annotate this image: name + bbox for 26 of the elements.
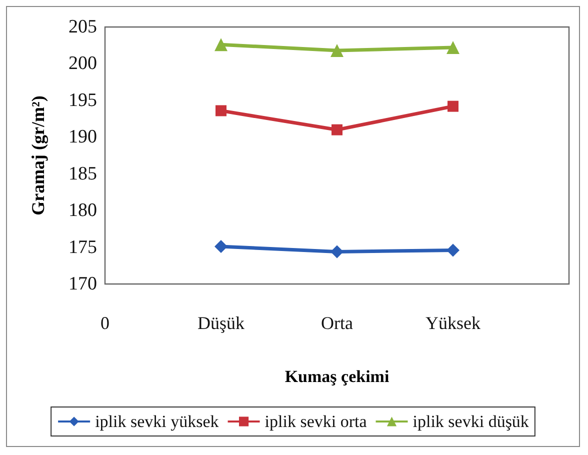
legend-label: iplik sevki düşük xyxy=(412,412,530,431)
y-axis-title: Gramaj (gr/m²) xyxy=(28,96,48,216)
point xyxy=(330,44,344,57)
y-tick-label: 170 xyxy=(68,274,97,294)
x-tick-label: Düşük xyxy=(197,313,245,333)
y-tick-label: 205 xyxy=(68,16,97,38)
point xyxy=(214,240,228,254)
legend-label: iplik sevki yüksek xyxy=(95,412,220,431)
y-tick-label: 185 xyxy=(68,163,97,184)
y-tick-label: 190 xyxy=(68,126,97,148)
point xyxy=(216,105,226,116)
y-tick-label: 175 xyxy=(68,236,97,258)
point xyxy=(446,244,460,257)
point xyxy=(214,38,228,52)
x-tick-label: Yüksek xyxy=(426,313,480,333)
point xyxy=(332,124,342,136)
y-tick-label: 180 xyxy=(68,200,97,222)
point xyxy=(330,245,344,258)
x-tick-label: Orta xyxy=(321,313,353,333)
y-tick-label: 200 xyxy=(68,53,97,74)
legend-label: iplik sevki orta xyxy=(264,412,368,431)
point xyxy=(448,100,458,112)
x-axis-title: Kumaş çekimi xyxy=(284,367,390,386)
y-tick-label: 195 xyxy=(68,90,97,111)
x-tick-label: 0 xyxy=(100,313,110,333)
point xyxy=(446,41,460,54)
